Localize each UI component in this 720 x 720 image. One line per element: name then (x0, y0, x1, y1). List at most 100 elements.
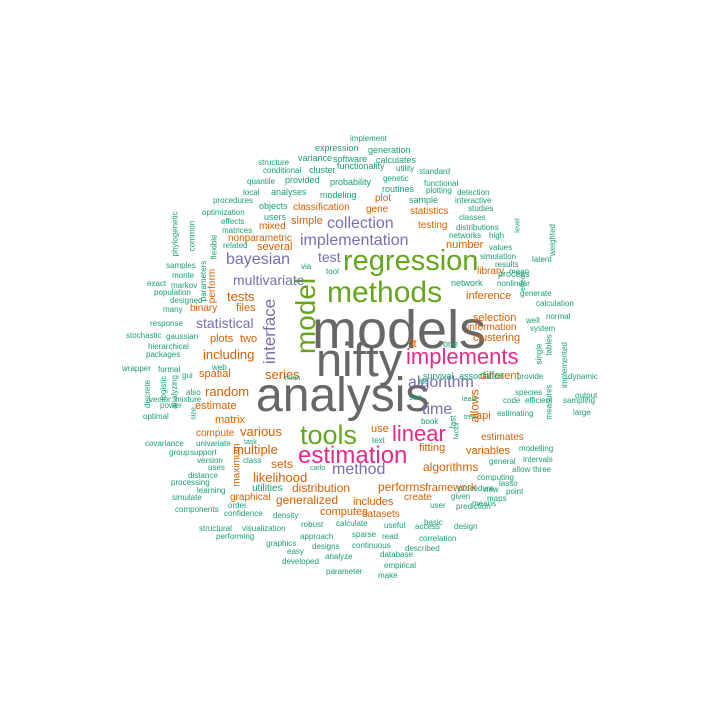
word-described: described (405, 544, 440, 553)
word-fit: fit (408, 338, 417, 350)
word-cluster: cluster (309, 165, 336, 175)
word-spatial: spatial (199, 368, 231, 380)
word-see: see (409, 393, 422, 402)
word-survival: survival (423, 371, 454, 381)
word-variables: variables (466, 445, 511, 457)
word-correlation: correlation (419, 534, 457, 543)
word-series: series (265, 367, 300, 382)
word-maps: maps (487, 494, 507, 503)
word-code: code (503, 396, 521, 405)
word-methods: methods (327, 276, 443, 309)
word-group: group (169, 448, 190, 457)
word-structure: structure (258, 158, 290, 167)
word-learning: learning (197, 486, 226, 495)
word-selection: selection (473, 312, 517, 324)
word-book: book (421, 417, 439, 426)
word-objects: objects (259, 201, 288, 211)
word-fitting: fitting (419, 442, 446, 454)
word-implement: implement (350, 134, 387, 143)
word-model: model (290, 277, 322, 355)
word-users: users (264, 212, 287, 222)
word-binary: binary (190, 303, 218, 314)
word-allow: allow (512, 465, 531, 474)
word-graphical: graphical (230, 492, 271, 503)
word-mean: mean (509, 267, 530, 276)
word-classes: classes (459, 213, 486, 222)
word-create: create (404, 492, 432, 503)
word-analysis: analysis (256, 369, 430, 422)
word-software: software (333, 154, 368, 164)
word-regression: regression (343, 245, 479, 277)
word-basic: basic (424, 518, 443, 527)
word-density: density (273, 511, 299, 520)
word-optimal: optimal (143, 412, 169, 421)
word-models: models (312, 300, 487, 360)
word-monte: monte (172, 271, 195, 280)
word-computes: computes (320, 506, 368, 518)
word-carlo: carlo (310, 465, 326, 472)
word-perform: perform (207, 268, 219, 304)
word-normal: normal (546, 312, 571, 321)
word-processing: processing (171, 478, 210, 487)
word-order: order (228, 501, 247, 510)
word-values: values (489, 243, 513, 252)
word-detection: detection (457, 188, 490, 197)
word-read: read (382, 532, 399, 541)
word-efficient: efficient (525, 396, 553, 405)
word-hierarchical: hierarchical (148, 342, 189, 351)
word-gene: gene (366, 204, 389, 215)
word-network: network (451, 278, 483, 288)
word-test: test (318, 249, 341, 265)
word-interactive: interactive (455, 196, 492, 205)
word-components: components (175, 505, 219, 514)
word-maximum: maximum (231, 443, 243, 487)
word-inference: inference (466, 290, 512, 302)
word-simple: simple (291, 215, 323, 227)
word-multivariate: multivariate (233, 272, 305, 288)
word-nonparametric: nonparametric (228, 233, 292, 244)
word-least: least (462, 396, 477, 403)
word-vector: vector (149, 395, 171, 404)
word-calculate: calculate (336, 519, 368, 528)
word-tables: tables (544, 334, 554, 356)
word-access: access (415, 522, 440, 531)
word-latent: latent (532, 255, 552, 264)
word-design: design (454, 522, 478, 531)
word-studies: studies (468, 204, 494, 213)
word-utilities: utilities (252, 483, 283, 494)
word-point: point (506, 487, 524, 496)
word-large: large (573, 408, 591, 417)
word-association: association (459, 371, 505, 381)
word-collection: collection (327, 215, 394, 232)
word-optimization: optimization (202, 208, 245, 217)
word-phylogenetic: phylogenetic (170, 211, 180, 257)
word-results: results (495, 260, 519, 269)
word-parameters: parameters (199, 260, 209, 302)
word-tree: tree (464, 414, 477, 421)
word-routines: routines (382, 184, 415, 194)
word-including: including (203, 347, 255, 362)
word-implementation: implementation (300, 232, 409, 249)
word-tools: tools (300, 420, 358, 450)
word-discrete: discrete (143, 379, 153, 409)
word-matrices: matrices (222, 226, 253, 235)
word-several: several (257, 241, 293, 253)
word-plot: plot (375, 193, 392, 204)
word-make: make (378, 571, 398, 580)
word-easy: easy (287, 547, 304, 556)
word-distance: distance (188, 471, 218, 480)
word-useful: useful (384, 521, 406, 530)
word-interface: interface (260, 298, 280, 365)
word-main: main (285, 375, 301, 382)
word-uses: uses (208, 463, 225, 472)
word-text: text (372, 436, 385, 445)
word-statistics: statistics (410, 206, 449, 217)
word-sampling: sampling (563, 396, 596, 405)
word-generalized: generalized (276, 493, 339, 507)
word-implements: implements (406, 344, 519, 369)
word-web: web (212, 363, 227, 372)
word-empirical: empirical (384, 561, 417, 570)
word-file: file (419, 379, 428, 386)
word-level: level (514, 218, 522, 233)
word-functional: functional (424, 179, 459, 188)
